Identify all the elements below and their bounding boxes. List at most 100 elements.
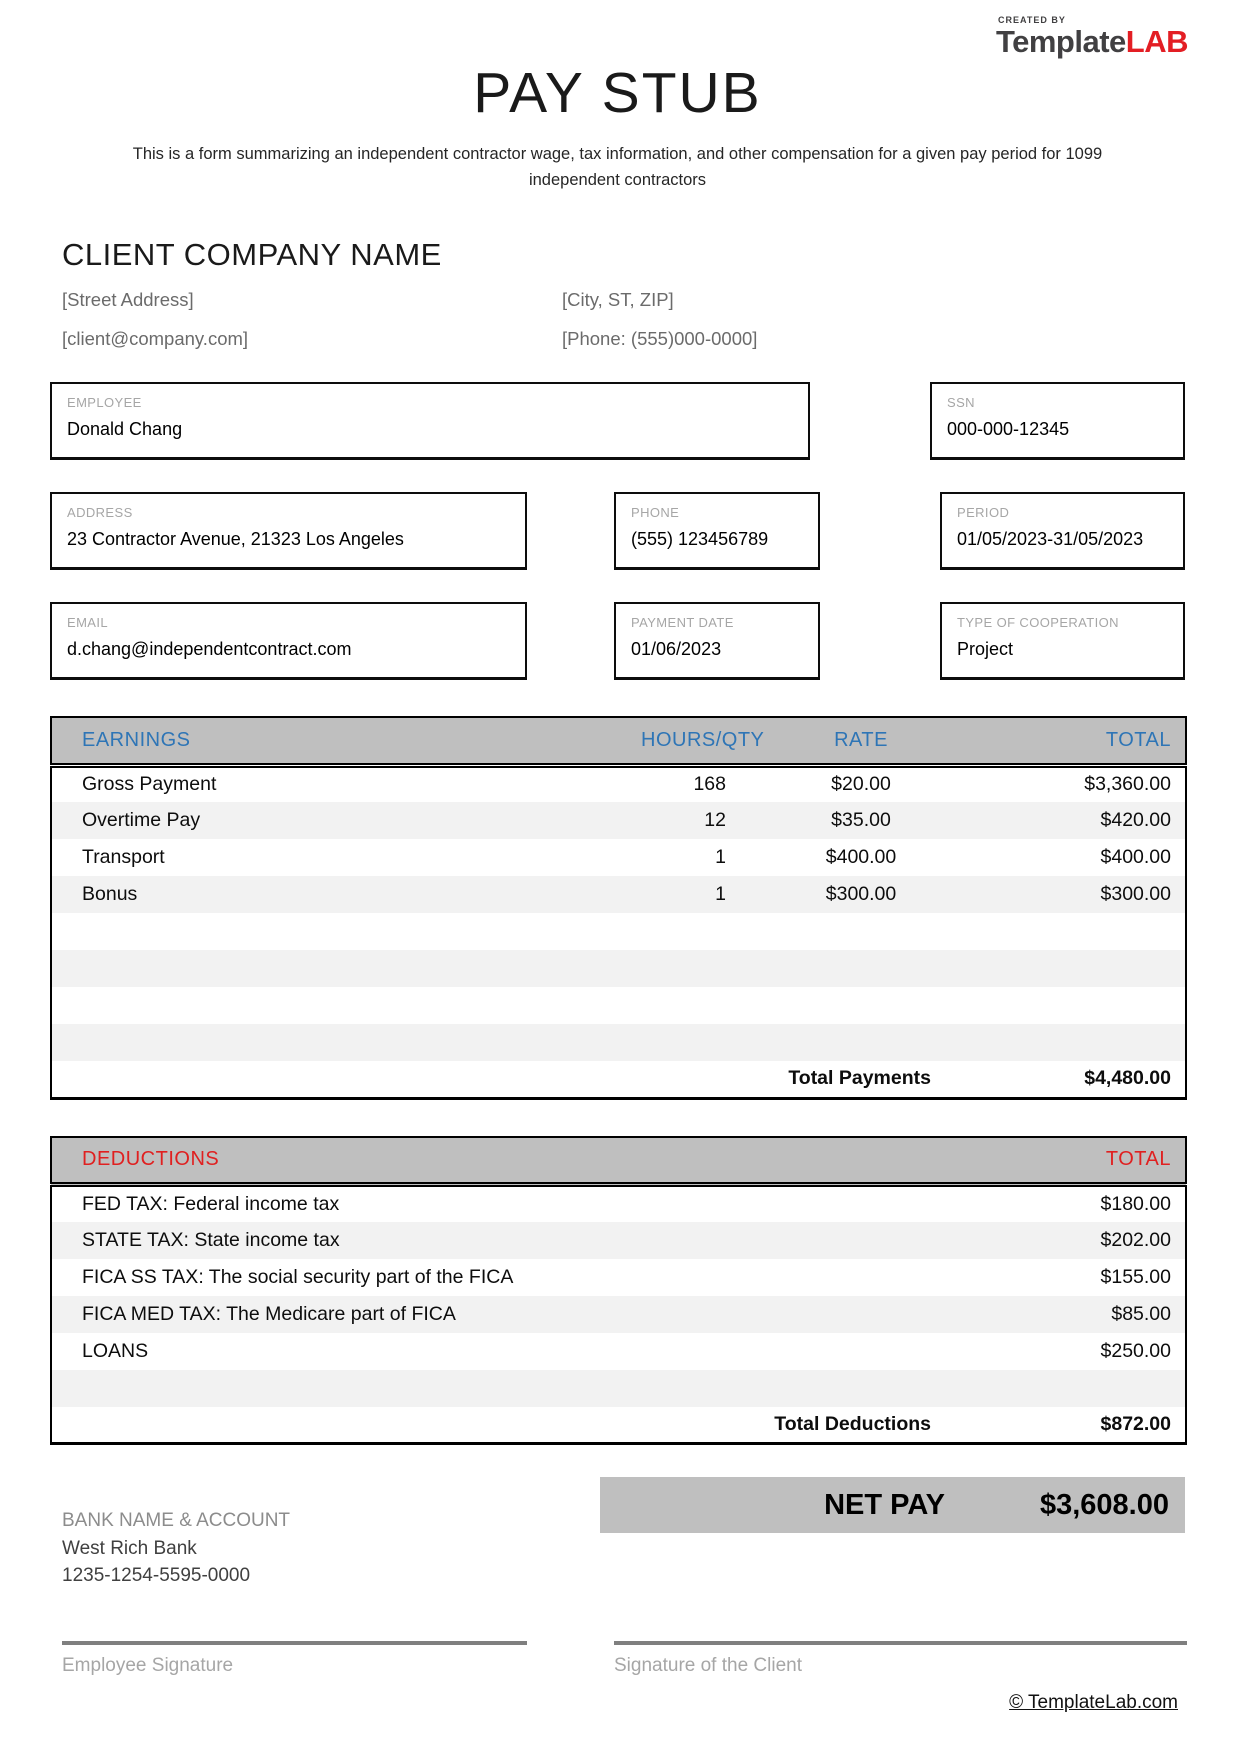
cell-hours: 1 [641, 876, 771, 914]
cell-total: $180.00 [1100, 1192, 1172, 1215]
earnings-header: EARNINGS [51, 717, 641, 768]
cell-total: $155.00 [1100, 1265, 1172, 1288]
logo-created-by: CREATED BY [997, 15, 1066, 25]
total-payments-label: Total Payments [51, 1061, 951, 1099]
client-street-address: [Street Address] [62, 289, 194, 311]
templatelab-link[interactable]: © TemplateLab.com [1009, 1692, 1178, 1713]
cell-name: Overtime Pay [51, 802, 641, 840]
period-value: 01/05/2023-31/05/2023 [957, 529, 1144, 550]
earnings-header-row: EARNINGS HOURS/QTY RATE TOTAL [51, 717, 1186, 768]
cell-total: $300.00 [951, 876, 1186, 914]
client-details: [Street Address] [City, ST, ZIP] [client… [62, 289, 1185, 350]
table-row: STATE TAX: State income tax $202.00 [51, 1221, 1186, 1259]
employee-value: Donald Chang [67, 419, 183, 440]
client-phone: [Phone: (555)000-0000] [562, 328, 758, 350]
table-row: FICA SS TAX: The social security part of… [51, 1259, 1186, 1296]
cell-name: FICA MED TAX: The Medicare part of FICA [51, 1295, 951, 1333]
table-row: FED TAX: Federal income tax $180.00 [51, 1185, 1186, 1222]
email-value: d.chang@independentcontract.com [67, 639, 352, 660]
empty-cell [51, 950, 1186, 988]
bank-label: BANK NAME & ACCOUNT [62, 1510, 291, 1532]
net-pay-value: $3,608.00 [1039, 1488, 1169, 1521]
client-signature-block: Signature of the Client [614, 1641, 1187, 1677]
ssn-box: SSN 000-000-12345 [930, 382, 1185, 461]
type-of-cooperation-label: TYPE OF COOPERATION [957, 615, 1119, 631]
empty-cell [51, 987, 1186, 1024]
bank-info: BANK NAME & ACCOUNT West Rich Bank 1235-… [62, 1477, 1185, 1590]
templatelab-wordmark: TemplateLAB [996, 24, 1189, 59]
phone-value: (555) 123456789 [631, 529, 769, 550]
cell-name: Transport [82, 846, 165, 869]
bank-name: West Rich Bank [62, 1537, 197, 1559]
email-label: EMAIL [67, 615, 109, 631]
client-company-name: CLIENT COMPANY NAME [62, 237, 442, 273]
cell-hours: 1 [715, 846, 726, 869]
payment-date-value: 01/06/2023 [631, 639, 722, 660]
client-signature-line [614, 1641, 1187, 1645]
cell-rate: $35.00 [771, 802, 951, 840]
cell-total: $250.00 [1100, 1339, 1172, 1362]
client-section: CLIENT COMPANY NAME [Street Address] [Ci… [62, 237, 1185, 350]
total-deductions-row: Total Deductions $872.00 [51, 1406, 1186, 1444]
client-email: [client@company.com] [62, 328, 249, 350]
empty-row [51, 1024, 1186, 1062]
footer: © TemplateLab.com [1009, 1692, 1178, 1714]
total-deductions-value: $872.00 [951, 1406, 1186, 1444]
empty-cell [51, 1369, 1186, 1407]
net-pay-box: NET PAY $3,608.00 [600, 1477, 1185, 1534]
templatelab-logo: CREATED BY TemplateLAB [996, 15, 1189, 59]
cell-name: FED TAX: Federal income tax [82, 1192, 340, 1215]
cell-total: $3,360.00 [1084, 773, 1171, 796]
employee-info-boxes: EMPLOYEE Donald Chang SSN 000-000-12345 … [50, 382, 1185, 681]
address-label: ADDRESS [67, 505, 133, 521]
phone-label: PHONE [631, 505, 680, 521]
type-of-cooperation-box: TYPE OF COOPERATION Project [940, 602, 1185, 681]
client-city-st-zip: [City, ST, ZIP] [562, 289, 674, 311]
total-deductions-label: Total Deductions [51, 1406, 951, 1444]
total-payments-row: Total Payments $4,480.00 [51, 1061, 1186, 1099]
cell-rate: $400.00 [825, 846, 897, 869]
page-title: PAY STUB [473, 61, 762, 125]
empty-cell [51, 913, 1186, 950]
empty-row [51, 1369, 1186, 1407]
employee-signature-label: Employee Signature [62, 1655, 234, 1676]
rate-header: RATE [771, 717, 951, 768]
table-row: Overtime Pay 12 $35.00 $420.00 [51, 802, 1186, 840]
page-subtitle: This is a form summarizing an independen… [132, 145, 1103, 189]
table-row: Gross Payment 168 $20.00 $3,360.00 [51, 765, 1186, 802]
cell-total: $202.00 [951, 1221, 1186, 1259]
ssn-label: SSN [947, 395, 975, 411]
bank-account-number: 1235-1254-5595-0000 [62, 1565, 251, 1587]
table-row: Transport 1 $400.00 $400.00 [51, 839, 1186, 876]
cell-hours: 168 [693, 773, 726, 796]
netpay-section: NET PAY $3,608.00 BANK NAME & ACCOUNT We… [50, 1477, 1185, 1657]
employee-signature-block: Employee Signature [62, 1641, 527, 1677]
cell-hours: 12 [641, 802, 771, 840]
net-pay-label: NET PAY [824, 1488, 945, 1521]
earnings-table: EARNINGS HOURS/QTY RATE TOTAL Gross Paym… [50, 716, 1187, 1100]
employee-label: EMPLOYEE [67, 395, 142, 411]
table-row: FICA MED TAX: The Medicare part of FICA $… [51, 1295, 1186, 1333]
address-value: 23 Contractor Avenue, 21323 Los Angeles [67, 529, 404, 550]
cell-name: Bonus [51, 876, 641, 914]
deductions-total-header: TOTAL [951, 1136, 1186, 1188]
logo-lab-text: LAB [1125, 24, 1189, 59]
cell-total: $420.00 [951, 802, 1186, 840]
cell-name: Gross Payment [82, 773, 217, 796]
address-box: ADDRESS 23 Contractor Avenue, 21323 Los … [50, 492, 527, 571]
total-header: TOTAL [951, 717, 1186, 768]
employee-signature-line [62, 1641, 527, 1645]
total-payments-value: $4,480.00 [951, 1061, 1186, 1099]
deductions-header-row: DEDUCTIONS TOTAL [51, 1136, 1186, 1188]
phone-box: PHONE (555) 123456789 [614, 492, 820, 571]
empty-row [51, 950, 1186, 988]
deductions-table: DEDUCTIONS TOTAL FED TAX: Federal income… [50, 1135, 1187, 1446]
cell-name: LOANS [82, 1339, 149, 1362]
period-box: PERIOD 01/05/2023-31/05/2023 [940, 492, 1185, 571]
table-row: Bonus 1 $300.00 $300.00 [51, 876, 1186, 914]
empty-row [51, 987, 1186, 1024]
employee-box: EMPLOYEE Donald Chang [50, 382, 810, 461]
type-of-cooperation-value: Project [957, 639, 1014, 660]
client-signature-label: Signature of the Client [614, 1655, 803, 1676]
